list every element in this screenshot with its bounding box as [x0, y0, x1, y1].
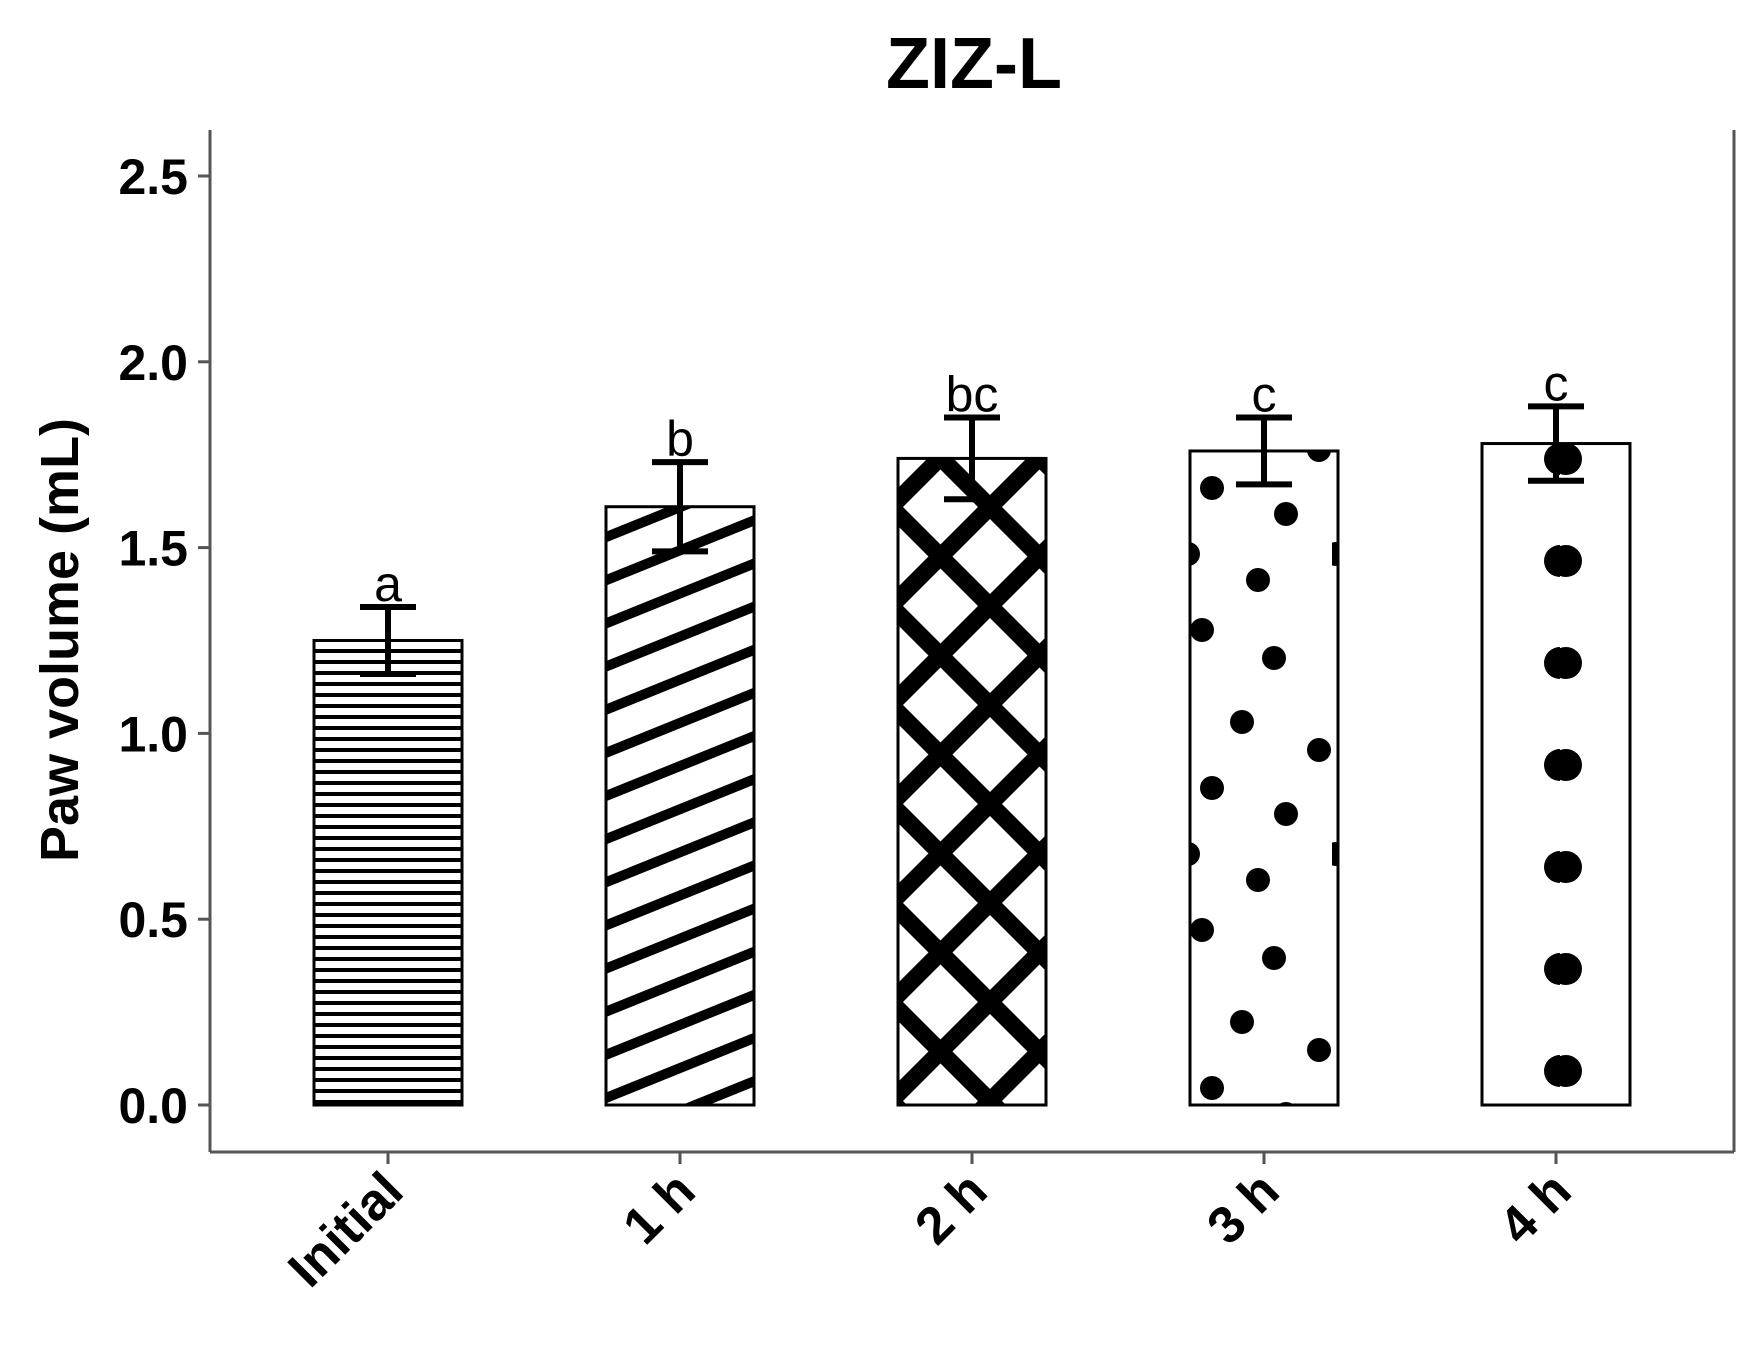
bar-1-h [604, 505, 756, 1107]
bar-initial [312, 639, 464, 1107]
error-bar [1528, 403, 1584, 484]
y-tick-label: 1.0 [118, 706, 188, 762]
y-tick-label: 2.5 [118, 149, 188, 205]
x-tick-label: 3 h [1196, 1161, 1290, 1255]
bar-4-h [1480, 442, 1632, 1107]
y-tick-label: 0.0 [118, 1078, 188, 1134]
significance-letter: bc [946, 367, 999, 423]
y-tick-label: 2.0 [118, 335, 188, 391]
bar-2-h [896, 456, 1048, 1107]
y-axis-ticks: 0.0 0.5 1.0 1.5 2.0 2.5 [118, 149, 210, 1134]
y-axis-label: Paw volume (mL) [30, 418, 90, 862]
significance-letter: c [1544, 355, 1569, 411]
significance-letter: a [374, 556, 402, 612]
y-tick-label: 0.5 [118, 892, 188, 948]
bar-3-h [1188, 449, 1340, 1107]
x-tick-label: 2 h [904, 1161, 998, 1255]
chart-title: ZIZ-L [886, 24, 1062, 104]
significance-letter: b [666, 411, 694, 467]
error-bar [1236, 414, 1292, 488]
significance-letters: a b bc c c [374, 355, 1568, 612]
bars [312, 442, 1632, 1107]
x-axis-ticks: Initial 1 h 2 h 3 h 4 h [277, 1152, 1582, 1299]
x-tick-label: 4 h [1488, 1161, 1582, 1255]
error-bar [944, 414, 1000, 503]
error-bar [360, 604, 416, 677]
x-tick-label: Initial [277, 1161, 414, 1298]
error-bar [652, 459, 708, 555]
y-tick-label: 1.5 [118, 521, 188, 577]
error-bars [360, 403, 1584, 677]
x-tick-label: 1 h [612, 1161, 706, 1255]
significance-letter: c [1252, 367, 1277, 423]
